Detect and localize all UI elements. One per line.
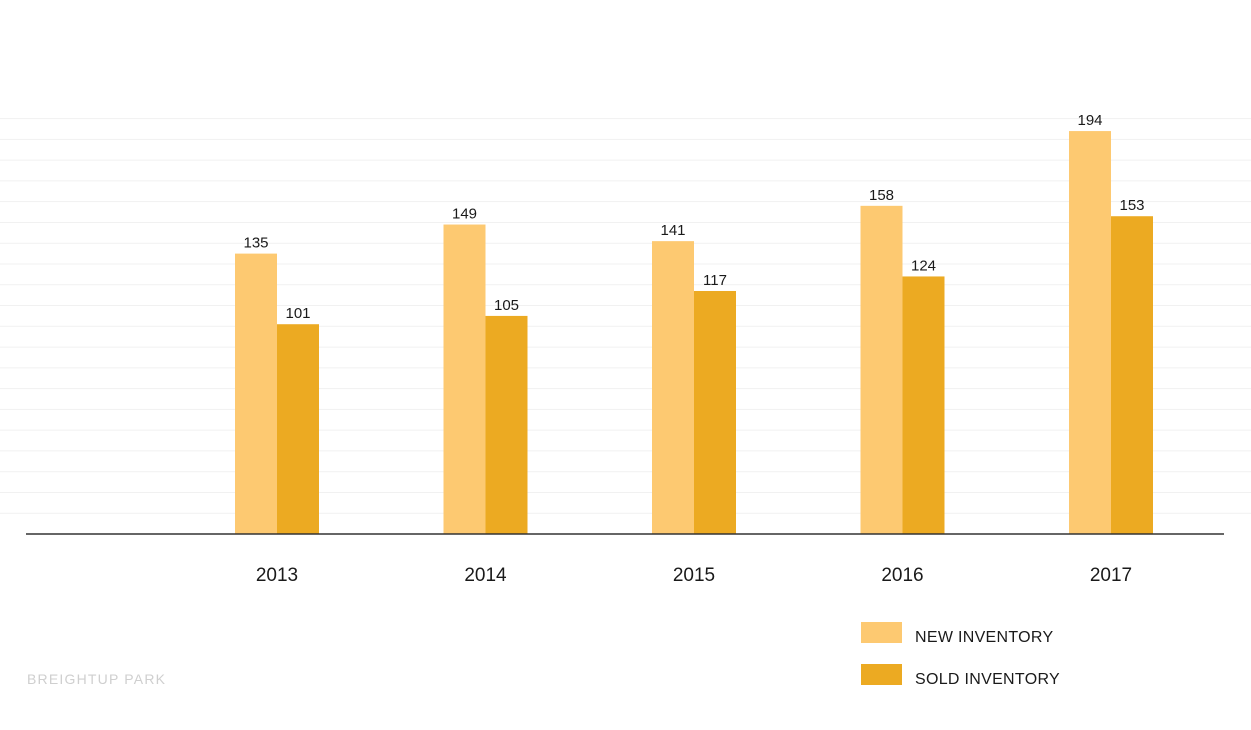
- value-label-sold-inventory-2015: 117: [703, 272, 727, 289]
- bar-sold-inventory-2016: [902, 276, 945, 534]
- value-label-sold-inventory-2016: 124: [911, 257, 936, 274]
- legend: NEW INVENTORY SOLD INVENTORY: [861, 622, 1060, 688]
- value-label-sold-inventory-2014: 105: [494, 297, 519, 314]
- brand-watermark: BREIGHTUP PARK: [27, 671, 166, 687]
- category-label-2017: 2017: [1090, 565, 1132, 586]
- bar-sold-inventory-2015: [694, 290, 736, 534]
- bars: [235, 131, 1153, 535]
- value-label-new-inventory-2014: 149: [452, 206, 477, 223]
- legend-label-new-inventory: NEW INVENTORY: [915, 629, 1053, 646]
- bar-sold-inventory-2017: [1111, 216, 1153, 534]
- category-label-2016: 2016: [881, 565, 923, 586]
- legend-swatch-new-inventory: [861, 622, 902, 643]
- bar-new-inventory-2016: [860, 205, 903, 535]
- value-label-new-inventory-2016: 158: [869, 187, 894, 204]
- legend-label-sold-inventory: SOLD INVENTORY: [915, 671, 1060, 688]
- category-labels: 2013 2014 2015 2016 2017: [256, 565, 1132, 586]
- value-label-sold-inventory-2017: 153: [1119, 197, 1144, 214]
- value-labels: 135 101 149 105 141 117 158 124 194 153: [243, 112, 1144, 322]
- value-label-new-inventory-2015: 141: [660, 222, 685, 239]
- value-label-new-inventory-2017: 194: [1077, 112, 1102, 129]
- category-label-2014: 2014: [464, 565, 507, 586]
- value-label-sold-inventory-2013: 101: [285, 305, 310, 322]
- category-label-2015: 2015: [673, 565, 715, 586]
- legend-swatch-sold-inventory: [861, 664, 902, 685]
- bar-new-inventory-2017: [1069, 131, 1111, 534]
- gridlines: [0, 118, 1251, 514]
- value-label-new-inventory-2013: 135: [243, 235, 268, 252]
- bar-new-inventory-2015: [652, 241, 694, 534]
- bar-new-inventory-2013: [235, 253, 277, 535]
- bar-new-inventory-2014: [443, 224, 486, 535]
- bar-sold-inventory-2013: [277, 324, 319, 534]
- category-label-2013: 2013: [256, 565, 298, 586]
- bar-sold-inventory-2014: [485, 315, 528, 534]
